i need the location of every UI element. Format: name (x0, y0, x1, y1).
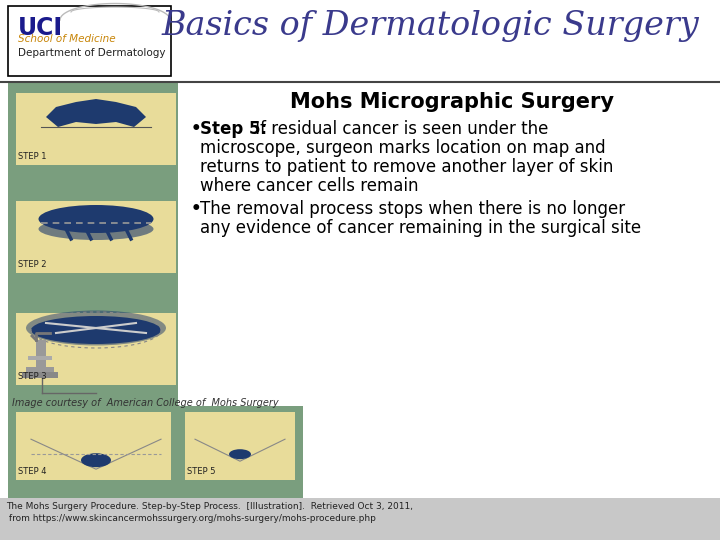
Text: from https://www.skincancermohssurgery.org/mohs-surgery/mohs-procedure.php: from https://www.skincancermohssurgery.o… (6, 514, 376, 523)
Text: STEP 5: STEP 5 (187, 467, 215, 476)
Text: Step 5:: Step 5: (200, 120, 267, 138)
Text: STEP 2: STEP 2 (18, 260, 47, 269)
Text: The removal process stops when there is no longer: The removal process stops when there is … (200, 200, 625, 218)
Text: returns to patient to remove another layer of skin: returns to patient to remove another lay… (200, 158, 613, 176)
Bar (8, 406, 303, 498)
Polygon shape (195, 439, 285, 461)
Bar (16, 201, 176, 273)
Ellipse shape (26, 310, 166, 346)
Bar (185, 412, 295, 480)
Bar (22, 372, 58, 378)
Text: where cancer cells remain: where cancer cells remain (200, 177, 418, 195)
Text: •: • (191, 120, 202, 138)
Ellipse shape (38, 205, 153, 233)
Text: School of Medicine: School of Medicine (18, 34, 116, 44)
Text: any evidence of cancer remaining in the surgical site: any evidence of cancer remaining in the … (200, 219, 641, 237)
Bar (16, 412, 171, 480)
Text: Basics of Dermatologic Surgery: Basics of Dermatologic Surgery (161, 10, 699, 42)
Bar (28, 356, 52, 360)
Text: STEP 3: STEP 3 (18, 372, 47, 381)
Bar (0, 498, 720, 540)
Text: Image courtesy of  American College of  Mohs Surgery: Image courtesy of American College of Mo… (12, 398, 279, 408)
Text: •: • (191, 200, 202, 218)
Text: The Mohs Surgery Procedure. Step-by-Step Process.  [Illustration].  Retrieved Oc: The Mohs Surgery Procedure. Step-by-Step… (6, 502, 413, 511)
Text: STEP 1: STEP 1 (18, 152, 47, 161)
Bar (16, 313, 176, 385)
Text: microscope, surgeon marks location on map and: microscope, surgeon marks location on ma… (200, 139, 606, 157)
Text: Mohs Micrographic Surgery: Mohs Micrographic Surgery (289, 92, 613, 112)
Text: STEP 4: STEP 4 (18, 467, 47, 476)
Polygon shape (46, 99, 146, 127)
Text: UCI: UCI (18, 16, 63, 40)
Text: If residual cancer is seen under the: If residual cancer is seen under the (250, 120, 549, 138)
Polygon shape (31, 439, 161, 469)
Bar (16, 93, 176, 165)
Ellipse shape (31, 316, 161, 344)
Bar (26, 367, 54, 373)
Bar (36, 340, 46, 368)
Bar (8, 6, 171, 76)
Ellipse shape (81, 453, 111, 467)
Ellipse shape (229, 449, 251, 459)
Ellipse shape (38, 218, 153, 240)
Text: Department of Dermatology: Department of Dermatology (18, 48, 166, 58)
Bar (8, 82, 178, 406)
